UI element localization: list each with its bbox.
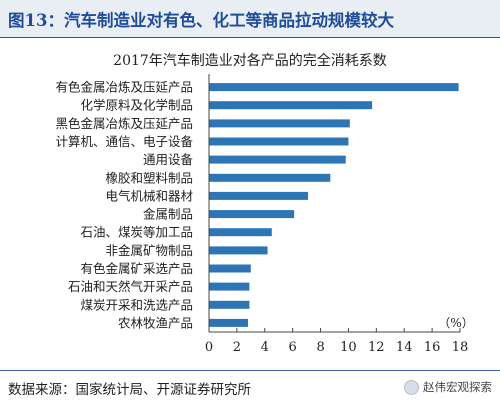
category-label-6: 电气机械和器材	[105, 188, 193, 203]
x-tick-label-6: 12	[368, 340, 385, 355]
bar-4	[209, 155, 346, 164]
bar-13	[209, 318, 248, 327]
category-label-3: 计算机、通信、电子设备	[55, 134, 193, 149]
watermark: 赵伟宏观探索	[404, 379, 492, 395]
category-label-9: 非金属矿物制品	[105, 243, 193, 258]
bar-chart: 有色金属冶炼及压延产品化学原料及化学制品黑色金属冶炼及压延产品计算机、通信、电子…	[55, 74, 474, 355]
bar-12	[209, 300, 250, 309]
x-tick-label-9: 18	[452, 340, 469, 355]
category-label-2: 黑色金属冶炼及压延产品	[55, 116, 193, 131]
x-tick-label-5: 10	[340, 340, 357, 355]
bar-7	[209, 210, 295, 219]
x-tick-label-1: 2	[233, 340, 241, 355]
bar-11	[209, 282, 250, 291]
data-source: 数据来源：国家统计局、开源证券研究所	[8, 382, 251, 398]
category-label-13: 农林牧渔产品	[118, 315, 193, 330]
watermark-text: 赵伟宏观探索	[423, 380, 492, 394]
category-label-11: 石油和天然气开采产品	[68, 279, 193, 294]
footer-divider	[0, 370, 500, 371]
bar-0	[209, 83, 459, 92]
chart-title: 2017年汽车制造业对各产品的完全消耗系数	[113, 53, 387, 69]
bar-2	[209, 119, 350, 128]
unit-label: （%）	[438, 316, 473, 330]
bar-10	[209, 264, 251, 273]
category-label-12: 煤炭开采和洗选产品	[80, 297, 193, 312]
x-tick-label-7: 14	[396, 340, 413, 355]
bar-5	[209, 173, 331, 182]
bar-8	[209, 228, 272, 237]
category-label-8: 石油、煤炭等加工品	[80, 225, 193, 240]
x-tick-label-4: 8	[316, 340, 324, 355]
category-label-4: 通用设备	[143, 152, 194, 167]
figure-header: 图13：汽车制造业对有色、化工等商品拉动规模较大	[0, 0, 500, 38]
category-label-0: 有色金属冶炼及压延产品	[55, 80, 193, 95]
category-label-1: 化学原料及化学制品	[80, 98, 193, 113]
bar-1	[209, 101, 373, 110]
x-tick-label-2: 4	[261, 340, 269, 355]
x-tick-label-8: 16	[424, 340, 441, 355]
category-label-5: 橡胶和塑料制品	[105, 170, 193, 185]
bar-3	[209, 137, 349, 146]
bar-6	[209, 191, 308, 200]
figure-title: 图13：汽车制造业对有色、化工等商品拉动规模较大	[8, 11, 394, 30]
bar-9	[209, 246, 268, 255]
category-label-7: 金属制品	[143, 207, 193, 222]
category-label-10: 有色金属矿采选产品	[80, 261, 193, 276]
x-tick-label-0: 0	[205, 340, 213, 355]
x-tick-label-3: 6	[289, 340, 297, 355]
wechat-account-icon	[404, 379, 419, 395]
